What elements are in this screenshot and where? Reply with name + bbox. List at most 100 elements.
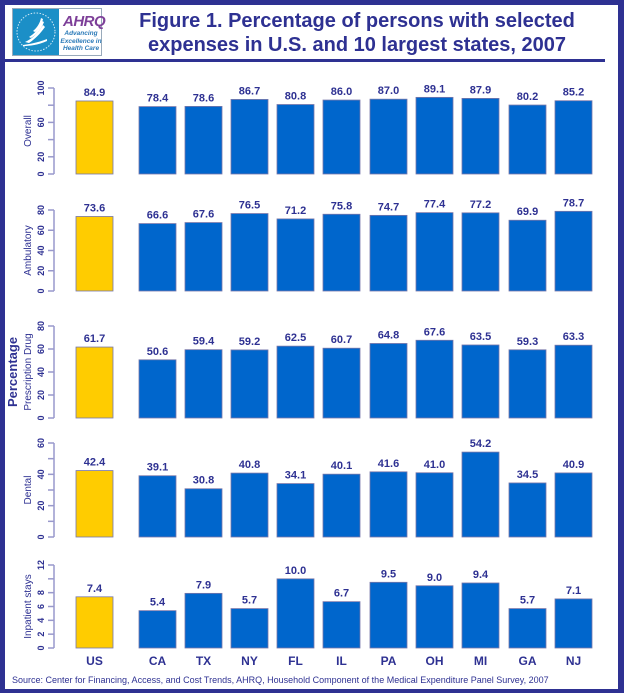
inpatient-stays-data-label: 10.0: [285, 565, 306, 577]
header-divider: [5, 59, 605, 62]
inpatient-stays-bar-ga: [508, 608, 547, 649]
dental-bar-tx: [184, 488, 223, 538]
overall-bar-fl: [276, 104, 315, 175]
overall-y-tick-label: 20: [36, 152, 46, 162]
prescription-drug-bar-il: [322, 347, 361, 419]
x-tick-label-ga: GA: [519, 654, 537, 668]
inpatient-stays-y-tick-label: 12: [36, 560, 46, 570]
ambulatory-bar-ny: [230, 213, 269, 292]
dental-bar-fl: [276, 483, 315, 538]
tagline-line-3: Health Care: [62, 45, 100, 52]
overall-bar-us: [75, 100, 114, 175]
dental-bar-us: [75, 470, 114, 538]
ambulatory-bar-ca: [138, 223, 177, 292]
prescription-drug-data-label: 60.7: [331, 334, 352, 346]
overall-bar-tx: [184, 106, 223, 175]
inpatient-stays-data-label: 5.4: [150, 597, 166, 609]
dental-y-tick-label: 40: [36, 469, 46, 479]
ambulatory-bar-tx: [184, 222, 223, 292]
dental-bar-ny: [230, 472, 269, 538]
dental-data-label: 30.8: [193, 475, 214, 487]
inpatient-stays-y-tick-label: 8: [36, 590, 46, 595]
x-tick-label-nj: NJ: [566, 654, 581, 668]
prescription-drug-data-label: 50.6: [147, 346, 168, 358]
overall-data-label: 84.9: [84, 87, 105, 99]
overall-bar-ga: [508, 104, 547, 175]
prescription-drug-data-label: 63.5: [470, 331, 491, 343]
inpatient-stays-bar-mi: [461, 582, 500, 649]
ambulatory-data-label: 66.6: [147, 210, 168, 222]
inpatient-stays-data-label: 9.5: [381, 568, 396, 580]
ambulatory-data-label: 78.7: [563, 197, 584, 209]
dental-bar-il: [322, 473, 361, 538]
overall-bar-nj: [554, 100, 593, 175]
inpatient-stays-y-tick-label: 0: [36, 645, 46, 650]
ambulatory-bar-pa: [369, 214, 408, 292]
ambulatory-data-label: 76.5: [239, 200, 260, 212]
inpatient-stays-bar-il: [322, 601, 361, 649]
inpatient-stays-bar-nj: [554, 598, 593, 649]
dental-y-tick-label: 20: [36, 501, 46, 511]
ambulatory-data-label: 77.4: [424, 199, 446, 211]
overall-bar-oh: [415, 96, 454, 175]
ambulatory-data-label: 77.2: [470, 199, 491, 211]
prescription-drug-data-label: 59.2: [239, 336, 260, 348]
tagline-line-1: Advancing: [64, 30, 98, 37]
prescription-drug-data-label: 67.6: [424, 326, 445, 338]
ambulatory-y-tick-label: 60: [36, 225, 46, 235]
inpatient-stays-data-label: 7.1: [566, 585, 581, 597]
prescription-drug-bar-oh: [415, 339, 454, 419]
ambulatory-y-tick-label: 80: [36, 205, 46, 215]
inpatient-stays-data-label: 7.9: [196, 579, 211, 591]
inpatient-stays-bar-pa: [369, 581, 408, 649]
prescription-drug-bar-us: [75, 346, 114, 419]
ambulatory-bar-nj: [554, 210, 593, 292]
inpatient-stays-data-label: 9.4: [473, 569, 489, 581]
dental-data-label: 41.6: [378, 458, 399, 470]
overall-y-tick-label: 60: [36, 117, 46, 127]
x-tick-label-mi: MI: [474, 654, 487, 668]
overall-data-label: 86.7: [239, 85, 260, 97]
ambulatory-y-tick-label: 40: [36, 245, 46, 255]
x-tick-label-oh: OH: [426, 654, 444, 668]
prescription-drug-y-tick-label: 0: [36, 415, 46, 420]
inpatient-stays-bar-ca: [138, 610, 177, 649]
ambulatory-bar-ga: [508, 219, 547, 292]
x-tick-label-ny: NY: [241, 654, 258, 668]
prescription-drug-bar-fl: [276, 345, 315, 419]
x-tick-label-il: IL: [336, 654, 347, 668]
inpatient-stays-data-label: 5.7: [520, 595, 535, 607]
prescription-drug-data-label: 63.3: [563, 331, 584, 343]
overall-data-label: 89.1: [424, 83, 445, 95]
overall-y-tick-label: 100: [36, 80, 46, 95]
tagline-line-2: Excellence in: [60, 37, 102, 45]
ambulatory-bar-oh: [415, 212, 454, 292]
prescription-drug-data-label: 62.5: [285, 332, 306, 344]
overall-panel-label: Overall: [23, 115, 34, 147]
prescription-drug-panel-label: Prescription Drug: [23, 333, 34, 410]
x-tick-label-us: US: [86, 654, 103, 668]
inpatient-stays-y-tick-label: 2: [36, 632, 46, 637]
prescription-drug-y-tick-label: 40: [36, 367, 46, 377]
prescription-drug-bar-ca: [138, 359, 177, 419]
prescription-drug-data-label: 64.8: [378, 329, 399, 341]
dental-data-label: 39.1: [147, 462, 168, 474]
overall-data-label: 78.6: [193, 92, 214, 104]
overall-y-tick-label: 0: [36, 171, 46, 176]
prescription-drug-y-tick-label: 60: [36, 344, 46, 354]
overall-bar-mi: [461, 98, 500, 175]
figure-title-line-2: expenses in U.S. and 10 largest states, …: [148, 34, 566, 56]
dental-data-label: 40.1: [331, 460, 352, 472]
prescription-drug-bar-nj: [554, 344, 593, 419]
ambulatory-data-label: 67.6: [193, 209, 214, 221]
inpatient-stays-panel-label: Inpatient stays: [23, 574, 34, 638]
source-note: Source: Center for Financing, Access, an…: [12, 675, 549, 685]
inpatient-stays-y-tick-label: 4: [36, 618, 46, 623]
ambulatory-data-label: 71.2: [285, 205, 306, 217]
ambulatory-data-label: 69.9: [517, 206, 538, 218]
overall-data-label: 78.4: [147, 93, 169, 105]
dental-bar-ca: [138, 475, 177, 538]
prescription-drug-bar-mi: [461, 344, 500, 419]
inpatient-stays-data-label: 9.0: [427, 572, 442, 584]
